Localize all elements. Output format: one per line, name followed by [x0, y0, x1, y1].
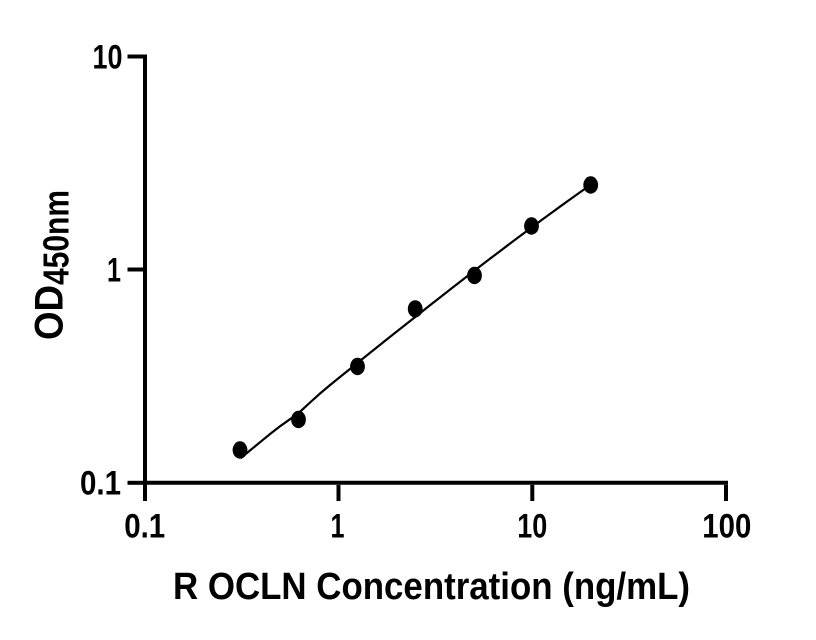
svg-text:10: 10: [517, 507, 547, 545]
svg-text:0.1: 0.1: [80, 464, 121, 502]
svg-text:1: 1: [331, 507, 345, 545]
svg-text:0.1: 0.1: [124, 507, 165, 545]
svg-text:1: 1: [107, 251, 121, 289]
svg-text:OD450nm: OD450nm: [28, 190, 77, 340]
svg-text:R OCLN Concentration (ng/mL): R OCLN Concentration (ng/mL): [173, 566, 690, 608]
svg-text:100: 100: [702, 507, 751, 545]
svg-text:10: 10: [93, 38, 123, 76]
